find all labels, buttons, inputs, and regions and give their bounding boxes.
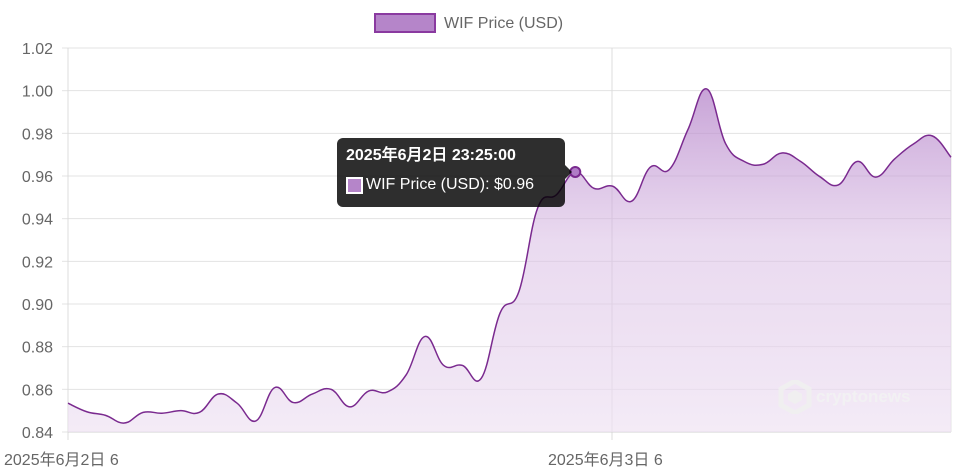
data-point[interactable] [892, 156, 898, 162]
data-point[interactable] [253, 418, 259, 424]
y-tick-label: 1.00 [22, 84, 53, 101]
y-axis: 0.84 0.86 0.88 0.90 0.92 0.94 0.96 0.98 1.00 1.02 [22, 41, 53, 442]
x-axis: 2025年6月2日 6 2025年6月3日 6 [4, 451, 663, 469]
data-point[interactable] [384, 389, 390, 395]
data-point[interactable] [779, 150, 785, 156]
data-point[interactable] [309, 391, 315, 397]
data-point[interactable] [478, 375, 484, 381]
data-point[interactable] [328, 386, 334, 392]
data-point[interactable] [84, 409, 90, 415]
data-point[interactable] [704, 86, 710, 92]
y-tick-label: 0.96 [22, 169, 53, 186]
legend-label: WIF Price (USD) [444, 15, 563, 32]
data-point[interactable] [65, 400, 71, 406]
data-point[interactable] [854, 158, 860, 164]
tooltip-row: WIF Price (USD): $0.96 [346, 175, 556, 195]
data-point[interactable] [460, 362, 466, 368]
data-point[interactable] [666, 167, 672, 173]
x-tick-label: 2025年6月3日 6 [548, 451, 663, 469]
data-point[interactable] [497, 310, 503, 316]
data-point[interactable] [366, 388, 372, 394]
watermark-text: cryptonews [816, 387, 911, 406]
y-tick-label: 0.90 [22, 297, 53, 314]
data-point[interactable] [159, 410, 165, 416]
data-point[interactable] [441, 362, 447, 368]
legend[interactable]: WIF Price (USD) [374, 13, 563, 33]
data-point[interactable] [647, 164, 653, 170]
data-point[interactable] [290, 400, 296, 406]
data-point[interactable] [197, 409, 203, 415]
data-point[interactable] [140, 409, 146, 415]
y-tick-label: 0.86 [22, 382, 53, 399]
y-tick-label: 0.84 [22, 425, 53, 442]
data-point[interactable] [723, 141, 729, 147]
tooltip-caret [565, 165, 572, 179]
data-point[interactable] [121, 420, 127, 426]
y-tick-label: 1.02 [22, 41, 53, 58]
data-point[interactable] [816, 173, 822, 179]
price-area [68, 88, 951, 432]
data-point[interactable] [873, 174, 879, 180]
data-point[interactable] [910, 141, 916, 147]
data-point[interactable] [516, 289, 522, 295]
y-tick-label: 0.88 [22, 340, 53, 357]
tooltip: 2025年6月2日 23:25:00 WIF Price (USD): $0.9… [337, 138, 565, 207]
data-point[interactable] [215, 391, 221, 397]
data-point[interactable] [929, 133, 935, 139]
watermark: cryptonews [778, 380, 910, 414]
tooltip-title: 2025年6月2日 23:25:00 [346, 147, 516, 164]
data-point[interactable] [403, 372, 409, 378]
price-line [67, 88, 952, 424]
y-tick-label: 0.92 [22, 254, 53, 271]
data-point[interactable] [741, 158, 747, 164]
data-point[interactable] [272, 385, 278, 391]
data-point[interactable] [798, 158, 804, 164]
data-point[interactable] [178, 408, 184, 414]
data-point[interactable] [835, 182, 841, 188]
legend-swatch [374, 13, 436, 33]
data-point[interactable] [347, 404, 353, 410]
data-point[interactable] [610, 183, 616, 189]
data-point[interactable] [591, 185, 597, 191]
data-point[interactable] [422, 333, 428, 339]
y-tick-label: 0.94 [22, 212, 53, 229]
data-point[interactable] [103, 412, 109, 418]
data-point[interactable] [234, 400, 240, 406]
data-point[interactable] [629, 198, 635, 204]
cryptonews-logo-icon [778, 380, 812, 414]
tooltip-label: WIF Price (USD): $0.96 [366, 176, 535, 193]
tooltip-swatch [346, 176, 363, 194]
y-tick-label: 0.98 [22, 126, 53, 143]
data-point[interactable] [760, 161, 766, 167]
data-point[interactable] [685, 126, 691, 132]
x-tick-label: 2025年6月2日 6 [4, 451, 119, 469]
